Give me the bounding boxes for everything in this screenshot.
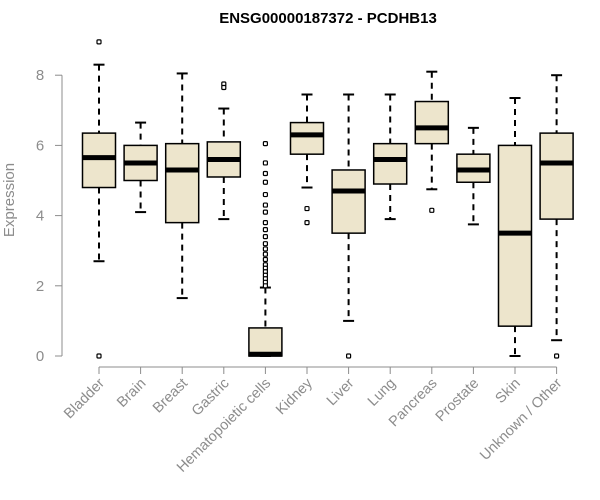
y-axis-label: Expression [1,163,18,237]
outlier-point [262,209,268,215]
box-group [539,74,574,359]
outlier-point [262,191,268,198]
outlier-point [262,283,268,289]
box-group [289,93,325,226]
outlier-point [262,241,268,247]
iqr-box [414,100,450,145]
x-tick-label: Prostate [433,376,482,425]
outlier-point [304,205,310,212]
box-group [164,72,200,300]
y-tick-label: 6 [36,137,44,154]
iqr-box [372,142,408,185]
x-tick-label: Lung [365,376,399,410]
y-axis: 0 2 4 6 8 [36,67,63,365]
box-group [497,97,533,357]
outlier-point [262,246,268,252]
outlier-point [262,141,268,147]
outlier-point [262,160,268,166]
x-tick-label: Bladder [61,375,108,422]
box-group [123,121,158,214]
chart-title: ENSG00000187372 - PCDHB13 [219,10,437,27]
outlier-point [346,353,352,359]
iqr-box [164,142,200,224]
outlier-point [304,220,310,226]
outlier-point [553,353,560,359]
outlier-point [262,179,268,185]
iqr-box [289,121,325,155]
outlier-point [262,220,268,226]
outlier-point [262,234,268,240]
x-tick-label: Brain [114,376,149,411]
outlier-point [262,170,268,177]
outlier-point [221,84,227,91]
outlier-point [96,39,102,45]
y-tick-label: 0 [36,348,44,365]
iqr-box [539,132,574,220]
box-group [372,93,408,221]
outlier-point [262,202,268,208]
plot-area [81,39,574,359]
y-tick-label: 8 [36,67,44,84]
outlier-point [262,227,268,233]
box-group [456,126,491,226]
box-group [81,39,117,359]
box-group [331,93,366,359]
box-group [248,141,283,357]
iqr-box [81,132,117,189]
iqr-box [248,327,283,357]
x-tick-label: Liver [324,375,358,409]
y-tick-label: 2 [36,278,44,295]
x-tick-label: Kidney [273,375,316,418]
x-tick-label: Skin [493,376,524,407]
outlier-point [96,353,102,359]
iqr-box [331,169,366,234]
x-tick-label: Breast [150,376,191,417]
box-group [414,70,450,213]
outlier-point [262,251,268,257]
iqr-box [497,144,533,327]
y-tick-label: 4 [36,208,44,225]
outlier-point [429,207,435,213]
box-group [206,81,242,221]
outlier-point [262,256,268,263]
